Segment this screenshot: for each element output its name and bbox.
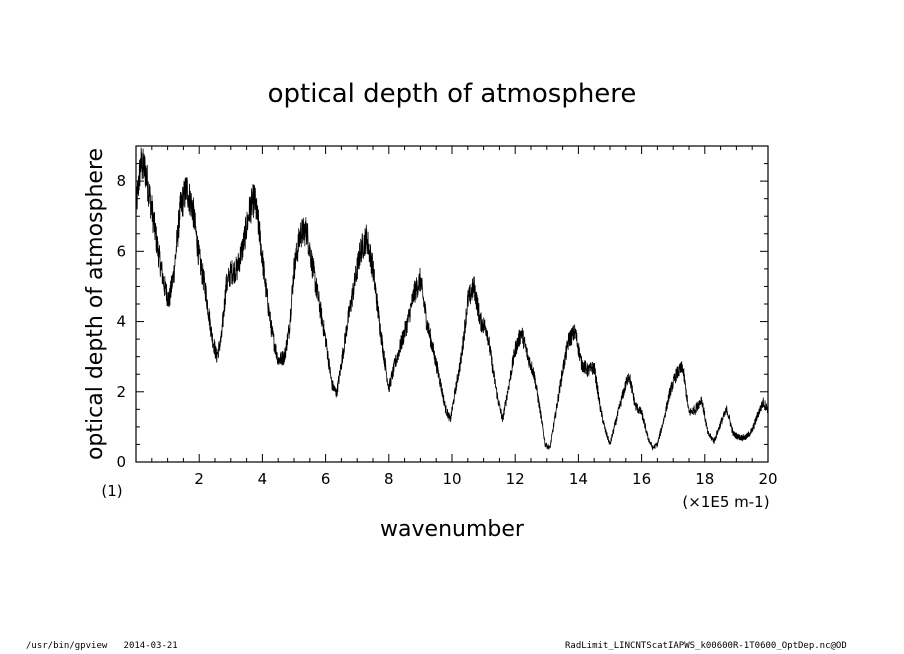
footer-right: RadLimit_LINCNTScatIAPWS_k00600R-1T0600_… xyxy=(565,641,847,651)
y-tick-label: 6 xyxy=(116,242,126,260)
y-tick-label: 0 xyxy=(116,453,126,471)
y-tick-label: 8 xyxy=(116,172,126,190)
x-tick-label: 16 xyxy=(632,470,651,488)
y-tick-label: 2 xyxy=(116,383,126,401)
y-unit-label: (1) xyxy=(101,482,122,500)
x-tick-label: 18 xyxy=(695,470,714,488)
x-tick-label: 2 xyxy=(194,470,204,488)
x-tick-label: 8 xyxy=(384,470,394,488)
x-unit-label: (×1E5 m-1) xyxy=(682,493,769,511)
y-axis-ticks: 0 2 4 6 8 xyxy=(116,145,768,471)
y-axis-label: optical depth of atmosphere xyxy=(83,148,108,460)
series-line xyxy=(135,147,769,451)
series-layer xyxy=(135,147,769,451)
x-axis-ticks: 2 4 6 8 10 12 14 16 18 20 xyxy=(135,146,778,488)
x-tick-label: 6 xyxy=(321,470,331,488)
footer-left: /usr/bin/gpview 2014-03-21 xyxy=(26,641,178,651)
x-tick-label: 14 xyxy=(569,470,588,488)
x-tick-label: 20 xyxy=(758,470,777,488)
x-axis-label: wavenumber xyxy=(380,517,525,542)
chart-title: optical depth of atmosphere xyxy=(268,79,637,109)
x-tick-label: 12 xyxy=(506,470,525,488)
x-tick-label: 4 xyxy=(258,470,268,488)
y-tick-label: 4 xyxy=(116,313,126,331)
x-tick-label: 10 xyxy=(442,470,461,488)
